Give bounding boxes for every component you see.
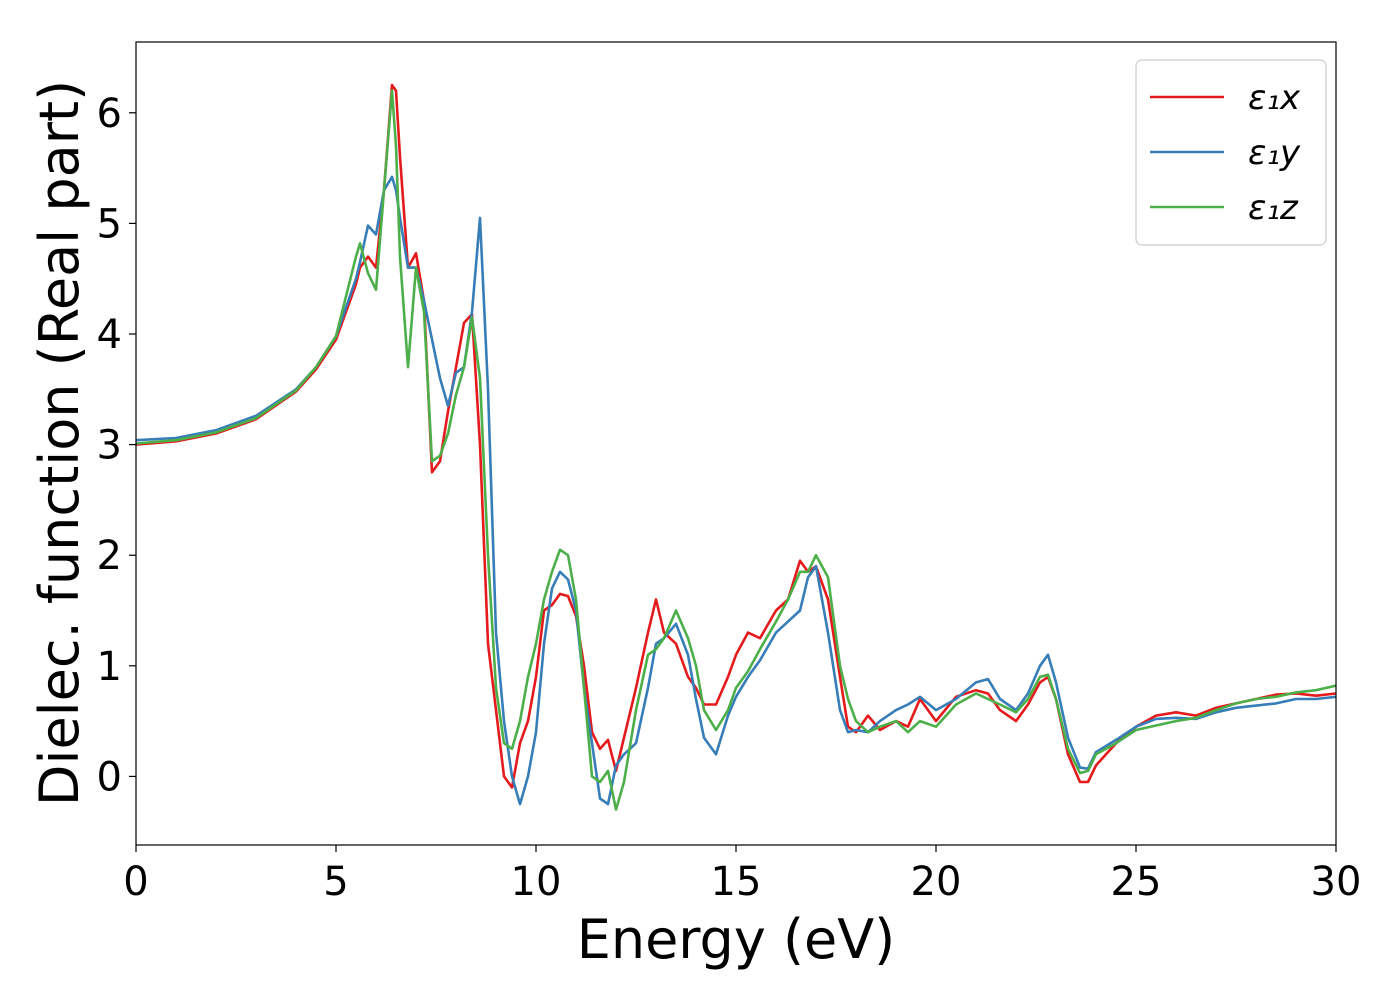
x-tick-label: 25 [1111,859,1162,905]
x-axis-label: Energy (eV) [577,908,896,971]
y-tick-label: 2 [97,533,122,579]
plot-frame [135,41,1337,846]
y-tick-label: 1 [97,644,122,690]
legend-label: ε₁y [1248,133,1301,173]
y-tick-label: 3 [97,423,122,469]
legend-label: ε₁x [1248,78,1301,118]
x-tick-label: 20 [911,859,962,905]
x-tick-label: 10 [511,859,562,905]
y-tick-label: 0 [97,754,122,800]
x-tick-label: 0 [123,859,148,905]
x-tick-label: 5 [323,859,348,905]
series-line [136,175,1336,806]
y-tick-label: 5 [97,201,122,247]
legend-label: ε₁z [1248,188,1299,228]
series-line [136,89,1336,811]
y-tick-label: 6 [97,91,122,137]
x-tick-label: 30 [1311,859,1362,905]
y-axis-label: Dielec. function (Real part) [28,80,91,806]
x-tick-label: 15 [711,859,762,905]
legend-box [1135,59,1327,246]
y-tick-label: 4 [97,312,122,358]
